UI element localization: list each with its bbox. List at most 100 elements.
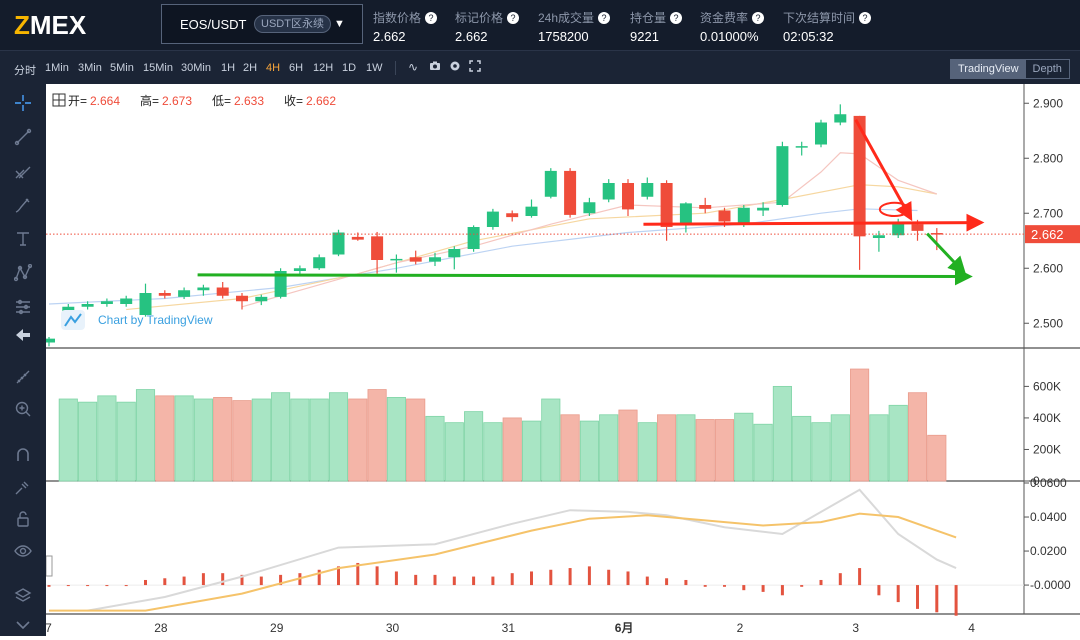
volume-bar	[888, 404, 908, 482]
macd-histogram-bar	[317, 569, 321, 586]
help-icon[interactable]: ?	[670, 12, 683, 24]
help-icon[interactable]: ?	[507, 12, 520, 24]
volume-bar	[676, 414, 696, 482]
volume-bar	[830, 414, 850, 482]
pair-name: EOS/USDT	[180, 17, 247, 32]
timeframe-2h[interactable]: 2H	[243, 62, 258, 74]
time-axis-label: 28	[154, 621, 168, 635]
candle-body	[274, 271, 287, 297]
candle-body	[699, 205, 712, 209]
timeframe-1h[interactable]: 1H	[221, 62, 236, 74]
candle-body	[622, 183, 634, 210]
candle-body	[43, 338, 55, 343]
help-icon[interactable]: ?	[425, 12, 438, 24]
green-arrow-annotation	[926, 232, 967, 275]
timeframe-4h[interactable]: 4H	[266, 62, 281, 74]
ruler-icon[interactable]	[13, 368, 33, 388]
timeframe-30min[interactable]: 30Min	[181, 62, 211, 74]
back-arrow-icon[interactable]	[13, 326, 33, 346]
help-icon[interactable]: ?	[598, 12, 611, 24]
zoom-icon[interactable]	[13, 400, 33, 420]
stat-funding-rate: 资金费率? 0.01000%	[700, 9, 765, 44]
ohlc-close-label: 收=	[284, 94, 303, 108]
stat-next-settlement: 下次结算时间? 02:05:32	[783, 9, 872, 44]
settings-icon[interactable]	[449, 60, 461, 75]
price-tick-label: 2.900	[1033, 96, 1063, 110]
crosshair-icon[interactable]	[13, 94, 33, 114]
timeframe-tick[interactable]: 分时	[14, 65, 36, 77]
magnet-icon[interactable]	[13, 446, 33, 466]
timeframe-15min[interactable]: 15Min	[143, 62, 173, 74]
candle-body	[255, 296, 268, 302]
timeframe-12h[interactable]: 12H	[313, 62, 334, 74]
price-tick-label: 2.600	[1033, 261, 1063, 275]
volume-bar	[135, 389, 156, 482]
chart-background	[46, 84, 1080, 636]
volume-tick-label: 0	[1033, 474, 1040, 488]
ohlc-legend: 开= 2.664 高= 2.673 低= 2.633 收= 2.662	[52, 93, 336, 108]
macd-histogram-bar	[452, 576, 456, 586]
chart-toolbar: 分时 1Min 3Min 5Min 15Min 30Min 1H 2H 4H 6…	[0, 50, 1080, 84]
lock-drawing-icon[interactable]	[13, 478, 33, 498]
macd-histogram-bar	[819, 579, 823, 586]
fullscreen-icon[interactable]	[469, 60, 481, 75]
tab-tradingview[interactable]: TradingView	[951, 60, 1026, 78]
macd-histogram-bar	[86, 585, 90, 587]
layers-icon[interactable]	[13, 586, 33, 606]
volume-bar	[251, 398, 271, 482]
macd-histogram-bar	[201, 573, 205, 586]
macd-histogram-bar	[935, 585, 939, 613]
help-icon[interactable]: ?	[859, 12, 872, 24]
drawing-tools-sidebar	[0, 84, 46, 636]
brush-icon[interactable]	[13, 196, 33, 216]
candle-body	[757, 207, 770, 211]
volume-bar	[753, 423, 773, 482]
text-icon[interactable]	[13, 230, 33, 250]
macd-histogram-bar	[587, 566, 591, 586]
macd-histogram-bar	[182, 576, 186, 586]
volume-bar	[58, 398, 78, 482]
timeframe-5min[interactable]: 5Min	[110, 62, 134, 74]
volume-bar	[271, 392, 291, 482]
red-arrow-annotation	[643, 213, 985, 232]
macd-histogram-bar	[414, 574, 418, 586]
trend-line-icon[interactable]	[13, 128, 33, 148]
pair-selector[interactable]: EOS/USDT USDT区永续 ▼	[161, 4, 363, 44]
volume-bar	[213, 397, 233, 482]
macd-histogram-bar	[626, 571, 630, 586]
eye-icon[interactable]	[13, 542, 33, 562]
zmex-logo[interactable]: ZMEX	[14, 10, 87, 40]
timeframe-3min[interactable]: 3Min	[78, 62, 102, 74]
pattern-icon[interactable]	[13, 263, 33, 284]
candle-body	[544, 170, 557, 197]
timeframe-1d[interactable]: 1D	[342, 62, 357, 74]
candle-body	[467, 227, 480, 249]
volume-bar	[309, 398, 329, 482]
collapse-icon[interactable]	[13, 616, 33, 636]
volume-bar	[78, 401, 98, 482]
macd-histogram-bar	[105, 585, 109, 587]
macd-tick-label: 0.0400	[1030, 510, 1067, 524]
chart-area[interactable]: 2.900 2.800 2.700 2.600 2.500 600K 400K 200K 0 0.…	[38, 84, 1080, 636]
timeframe-1min[interactable]: 1Min	[45, 62, 69, 74]
tab-depth[interactable]: Depth	[1032, 63, 1062, 75]
price-chart[interactable]: 2.9002.8002.7002.6002.500600K400K200K00.…	[38, 84, 1080, 636]
timeframe-6h[interactable]: 6H	[289, 62, 304, 74]
line-type-icon[interactable]: ∿	[408, 60, 419, 74]
candle-body	[737, 207, 750, 225]
candle-body	[834, 114, 847, 123]
help-icon[interactable]: ?	[752, 12, 765, 24]
volume-bar	[464, 411, 484, 482]
candle-body	[100, 301, 113, 304]
measure-icon[interactable]	[13, 298, 33, 318]
pitchfork-icon[interactable]	[13, 162, 33, 182]
volume-bar	[927, 434, 947, 482]
camera-icon[interactable]	[429, 60, 441, 75]
candle-body	[409, 257, 422, 262]
time-axis-background	[46, 614, 1080, 636]
top-header: ZMEX EOS/USDT USDT区永续 ▼ 指数价格? 2.662 标记价格…	[0, 0, 1080, 50]
last-price-label: 2.662	[1031, 227, 1064, 242]
timeframe-1w[interactable]: 1W	[366, 62, 383, 74]
lock-icon[interactable]	[13, 510, 33, 530]
macd-histogram-bar	[163, 578, 167, 586]
